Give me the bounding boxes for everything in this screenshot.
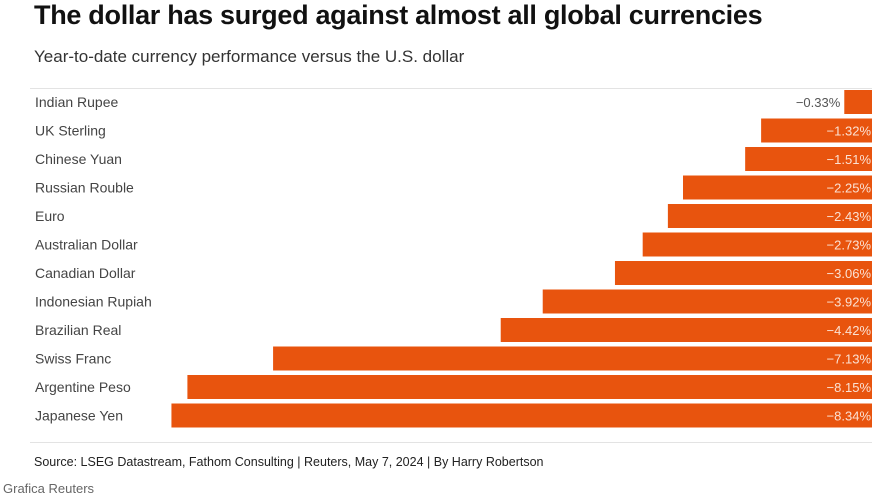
category-label: Russian Rouble [35, 180, 134, 196]
value-label: −2.43% [827, 209, 872, 224]
bar-swiss-franc [273, 346, 873, 371]
category-label: Indonesian Rupiah [35, 294, 152, 310]
category-label: Canadian Dollar [35, 265, 136, 281]
category-label: Japanese Yen [35, 408, 123, 424]
bar-euro [667, 204, 872, 228]
bar-japanese-yen [171, 403, 872, 428]
bar-argentine-peso [187, 375, 872, 399]
bar-canadian-dollar [614, 261, 872, 285]
credit-line: Grafica Reuters [3, 481, 95, 496]
value-label: −0.33% [796, 95, 841, 110]
value-label: −3.06% [827, 266, 872, 281]
bar-uk-sterling [761, 118, 872, 143]
value-label: −2.25% [827, 181, 872, 196]
category-label: Indian Rupee [35, 94, 119, 110]
value-label: −7.13% [827, 352, 872, 367]
category-label: UK Sterling [35, 123, 106, 139]
value-label: −8.34% [827, 409, 872, 424]
bar-australian-dollar [642, 232, 872, 257]
value-label: −1.51% [827, 152, 872, 167]
category-label: Chinese Yuan [35, 151, 122, 167]
category-label: Australian Dollar [35, 237, 138, 253]
top-divider [30, 88, 872, 89]
category-label: Swiss Franc [35, 351, 111, 367]
value-label: −1.32% [827, 124, 872, 139]
source-note: Source: LSEG Datastream, Fathom Consulti… [34, 455, 544, 469]
bar-chinese-yuan [745, 147, 872, 171]
value-label: −8.15% [827, 380, 872, 395]
value-label: −4.42% [827, 323, 872, 338]
chart-title: The dollar has surged against almost all… [34, 0, 763, 30]
category-label: Argentine Peso [35, 379, 131, 395]
chart-subtitle: Year-to-date currency performance versus… [34, 47, 465, 66]
bottom-divider [30, 442, 872, 443]
bar-russian-rouble [683, 175, 872, 200]
value-label: −2.73% [827, 238, 872, 253]
category-label: Euro [35, 208, 65, 224]
category-label: Brazilian Real [35, 322, 121, 338]
value-label: −3.92% [827, 295, 872, 310]
bar-indian-rupee [844, 90, 872, 114]
bar-brazilian-real [500, 318, 872, 342]
bar-indonesian-rupiah [542, 289, 872, 314]
